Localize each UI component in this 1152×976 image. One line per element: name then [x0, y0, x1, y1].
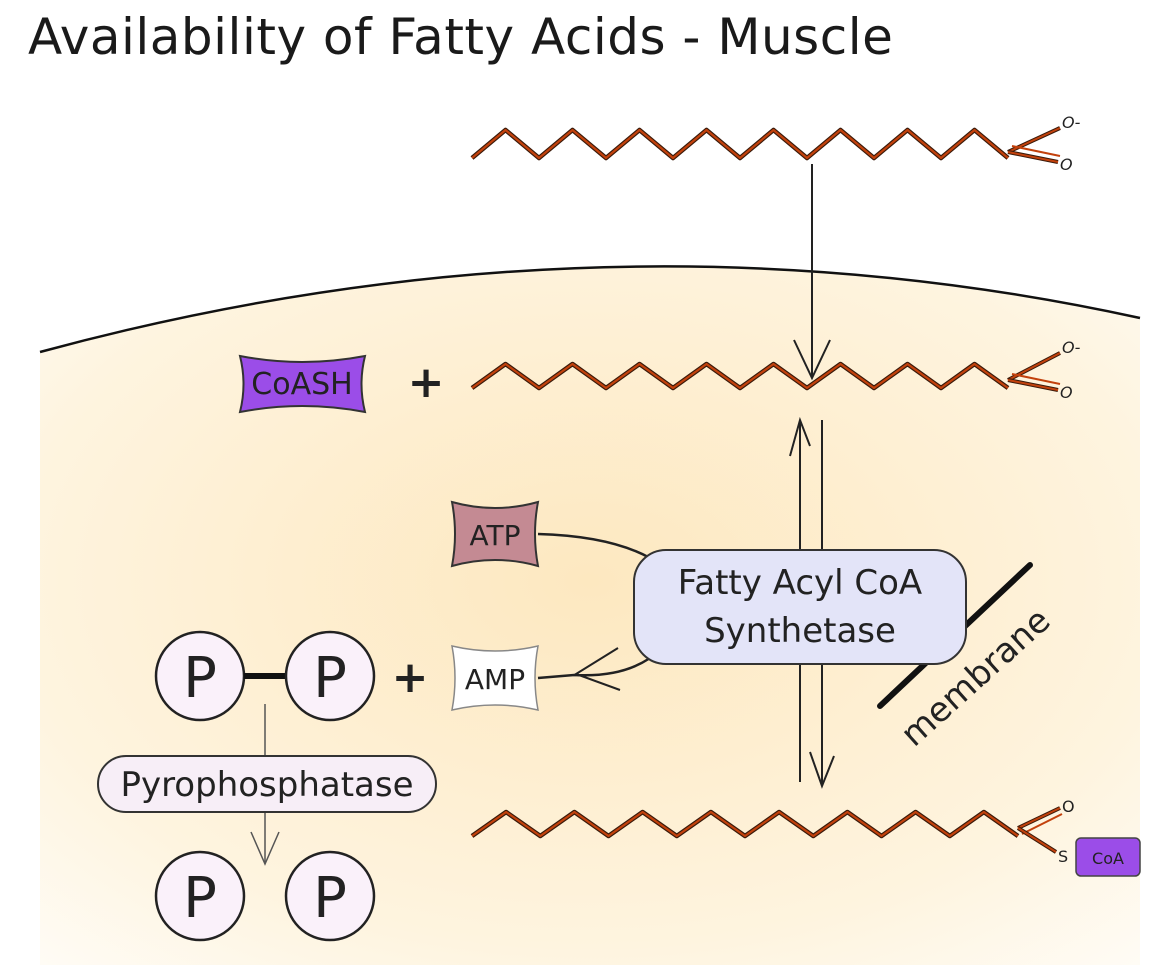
phosphate-label-2: P	[313, 646, 347, 711]
o-label-top: O	[1060, 155, 1073, 174]
page-title: Availability of Fatty Acids - Muscle	[28, 8, 894, 66]
o-minus-label-mid: O-	[1062, 338, 1081, 357]
plus-sign-amp: +	[392, 652, 429, 703]
enzyme-label-line1: Fatty Acyl CoA	[678, 563, 922, 603]
amp-label: AMP	[465, 663, 525, 696]
atp-box	[450, 500, 540, 568]
o-minus-label-top: O-	[1062, 113, 1081, 132]
phosphate-label-4: P	[313, 866, 347, 931]
plus-sign-coash: +	[408, 357, 445, 408]
fatty-acid-chain-intracellular	[470, 361, 1010, 391]
fatty-acyl-coa-chain	[470, 809, 1020, 839]
o-label-mid: O	[1060, 383, 1073, 402]
chain-bond-line	[471, 128, 1009, 160]
atp-label: ATP	[470, 519, 521, 552]
pyrophosphatase-label: Pyrophosphatase	[120, 765, 413, 805]
thioester-o-label: O	[1062, 797, 1075, 816]
coash-box	[238, 354, 367, 414]
phosphate-circle-4	[284, 850, 376, 942]
phosphate-label-3: P	[183, 866, 217, 931]
amp-box	[451, 645, 539, 711]
phosphate-circle-2	[284, 630, 376, 722]
carboxylate-head-mid: O- O	[1007, 338, 1081, 402]
coa-tag-box	[1075, 837, 1141, 877]
phosphate-circle-3	[154, 850, 246, 942]
phosphate-label-1: P	[183, 646, 217, 711]
chain-outline	[470, 127, 1010, 161]
coa-tag-label: CoA	[1092, 849, 1124, 868]
chain-bond-line	[471, 362, 1009, 390]
carboxylate-head-top: O- O	[1007, 113, 1081, 174]
enzyme-label-line2: Synthetase	[704, 611, 896, 651]
amp-arrowhead	[573, 647, 621, 691]
atp-input-curve	[537, 532, 651, 560]
fatty-acid-chain-extracellular	[470, 127, 1010, 161]
transport-arrow	[793, 164, 831, 381]
pyrophosphatase-arrowhead	[250, 831, 280, 866]
cell-membrane-boundary	[39, 265, 1141, 354]
enzyme-box	[633, 549, 967, 665]
chain-bond-line	[471, 810, 1019, 838]
thioester-s-label: S	[1058, 847, 1068, 866]
thioester-head-bottom: O S CoA	[1016, 797, 1141, 877]
pyrophosphatase-box	[97, 755, 437, 813]
coash-label: CoASH	[251, 367, 352, 402]
